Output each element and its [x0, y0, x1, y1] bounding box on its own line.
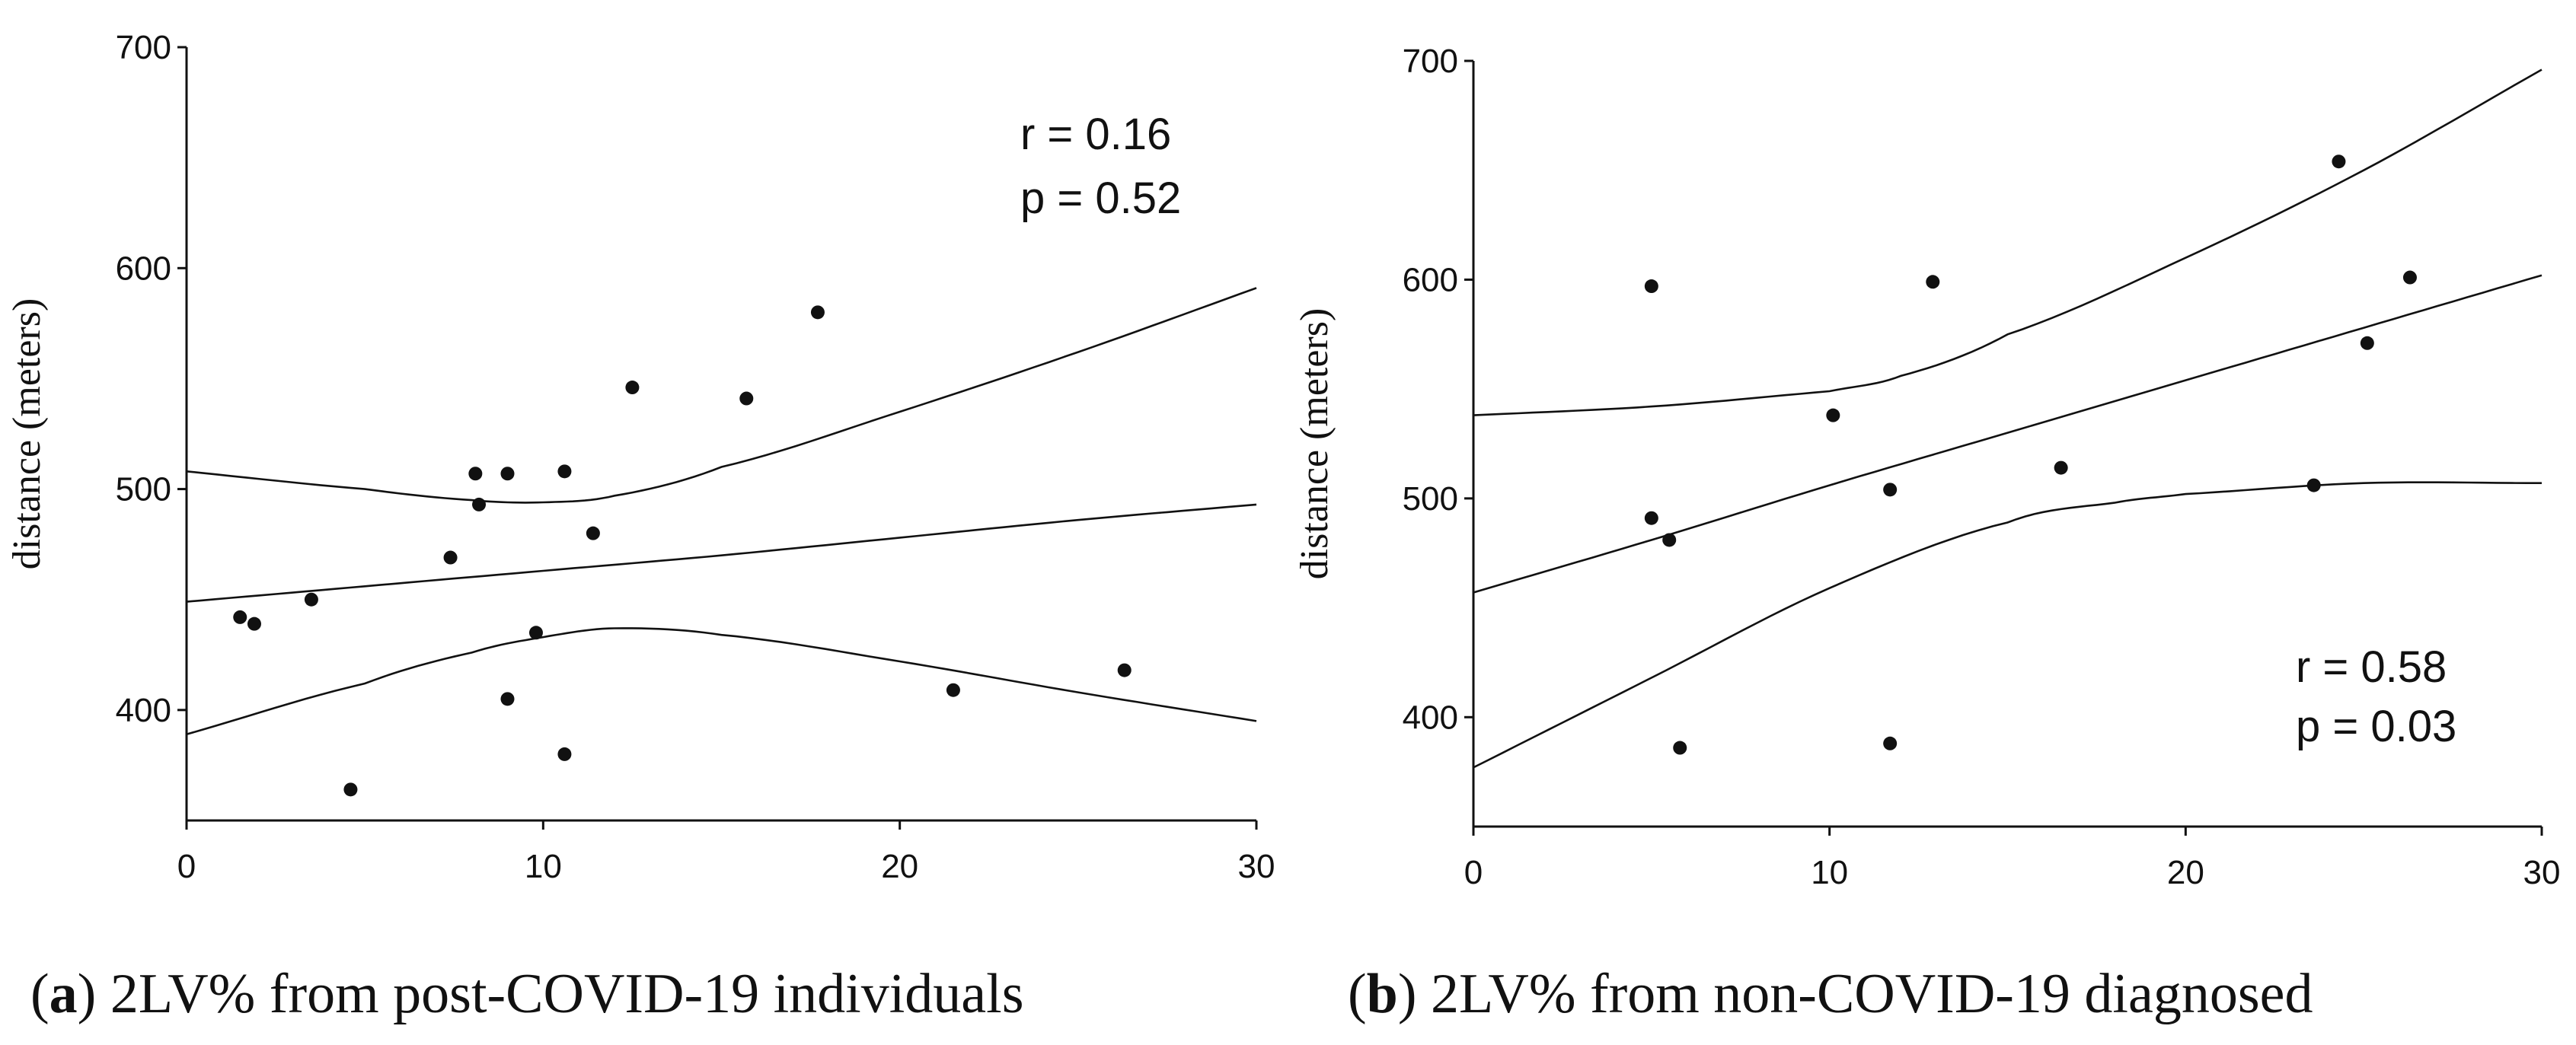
- data-point: [1926, 275, 1940, 289]
- data-point: [2054, 460, 2068, 475]
- chart-panel-b: 400 500 600 700 0 10 20 30 distance (meters) r = …: [1293, 43, 2560, 1025]
- data-point: [343, 782, 358, 797]
- lower-confidence-curve: [186, 627, 1257, 736]
- correlation-r-label: r = 0.58: [2296, 642, 2447, 692]
- y-tick-label: 600: [1403, 261, 1458, 298]
- data-point: [500, 467, 515, 481]
- x-tick-label: 0: [1464, 854, 1483, 891]
- data-point: [1673, 741, 1687, 755]
- panel-caption: (b) 2LV% from non-COVID-19 diagnosed: [1348, 963, 2313, 1025]
- data-point: [304, 592, 318, 607]
- regression-line: [1473, 274, 2542, 594]
- x-tick-label: 30: [1238, 848, 1275, 885]
- data-point: [528, 626, 543, 640]
- panel-letter: b: [1367, 963, 1398, 1025]
- x-tick-label: 10: [1811, 854, 1848, 891]
- data-point: [2306, 478, 2321, 492]
- data-point: [1883, 483, 1898, 497]
- data-point: [1644, 279, 1658, 294]
- data-point: [2360, 336, 2374, 350]
- y-tick-label: 600: [116, 250, 171, 287]
- y-tick-label: 400: [1403, 699, 1458, 736]
- data-point: [468, 467, 483, 481]
- y-tick-label: 700: [1403, 43, 1458, 80]
- lower-confidence-curve: [1473, 481, 2542, 769]
- data-point: [1883, 736, 1898, 750]
- data-point: [500, 692, 515, 706]
- data-point: [2402, 270, 2417, 285]
- data-point: [1826, 408, 1840, 422]
- p-value-label: p = 0.52: [1020, 174, 1181, 223]
- panel-caption-text: 2LV% from post-COVID-19 individuals: [110, 963, 1024, 1025]
- correlation-r-label: r = 0.16: [1020, 110, 1171, 159]
- x-tick-label: 0: [177, 848, 196, 885]
- data-point: [625, 381, 640, 395]
- y-tick-label: 400: [116, 692, 171, 729]
- data-point: [2332, 155, 2346, 169]
- upper-confidence-curve: [186, 287, 1257, 504]
- data-point: [472, 497, 487, 511]
- panel-letter: a: [49, 963, 78, 1025]
- x-tick-label: 20: [2167, 854, 2204, 891]
- y-tick-label: 500: [116, 471, 171, 508]
- x-tick-label: 20: [881, 848, 918, 885]
- data-point: [946, 683, 960, 697]
- data-point: [557, 747, 572, 761]
- data-point: [443, 550, 458, 565]
- data-point: [739, 391, 754, 406]
- panel-caption-text: 2LV% from non-COVID-19 diagnosed: [1431, 963, 2313, 1025]
- regression-line: [186, 503, 1257, 603]
- p-value-label: p = 0.03: [2296, 702, 2456, 751]
- y-tick-label: 700: [116, 29, 171, 66]
- data-point: [247, 616, 261, 631]
- y-axis-label: distance (meters): [1293, 308, 1336, 580]
- x-tick-label: 10: [525, 848, 562, 885]
- chart-panel-a: 400 500 600 700 0 10 20 30 distance (meters) r = …: [5, 29, 1275, 1025]
- data-point: [233, 610, 247, 624]
- data-point: [1662, 533, 1677, 547]
- y-tick-label: 500: [1403, 480, 1458, 518]
- data-point: [810, 305, 825, 320]
- data-point: [557, 464, 572, 479]
- data-point: [586, 526, 600, 540]
- upper-confidence-curve: [1473, 68, 2542, 416]
- data-point: [1117, 663, 1132, 677]
- x-tick-label: 30: [2523, 854, 2561, 891]
- y-axis-label: distance (meters): [5, 298, 49, 570]
- panel-caption: (a) 2LV% from post-COVID-19 individuals: [30, 963, 1024, 1025]
- data-point: [1644, 511, 1658, 525]
